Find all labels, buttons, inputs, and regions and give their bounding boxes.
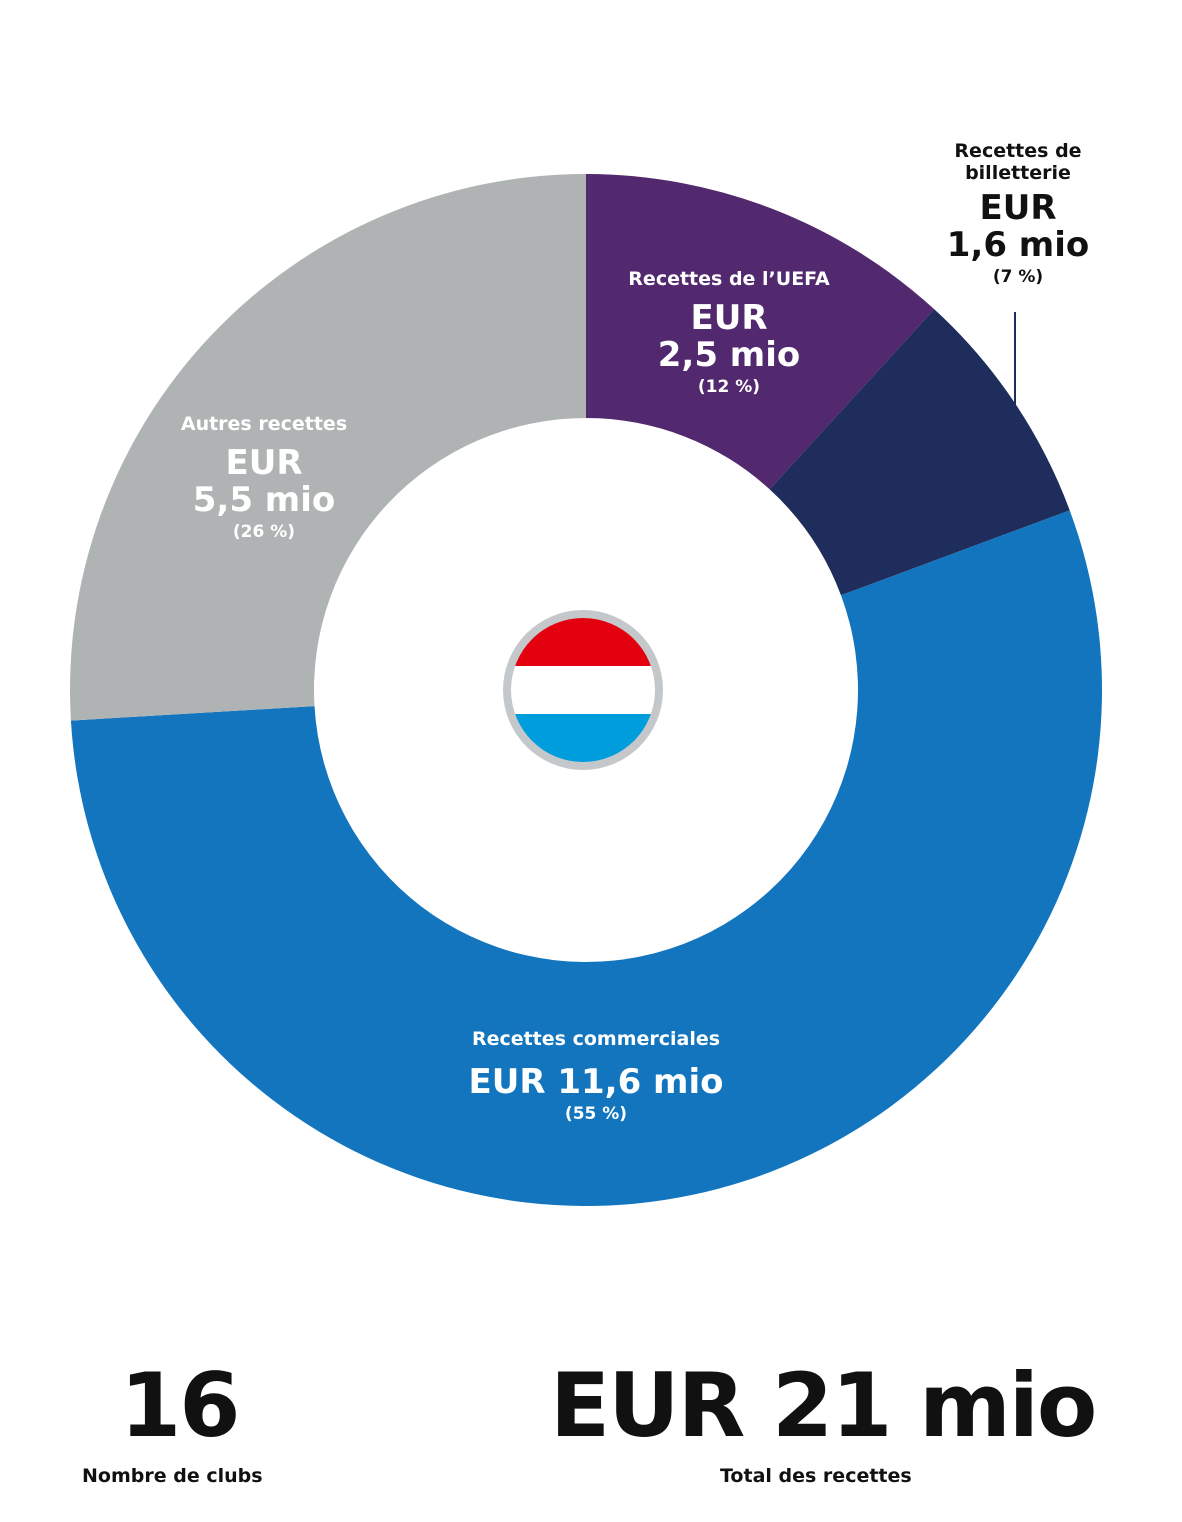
other-currency: EUR	[225, 443, 303, 483]
other-amount: 5,5 mio	[192, 480, 336, 520]
slice-label-commercial: Recettes commerciales EUR 11,6 mio (55 %…	[468, 1028, 723, 1124]
luxembourg-flag-icon	[503, 610, 663, 770]
uefa-amount: 2,5 mio	[657, 335, 801, 375]
tickets-amount: 1,6 mio	[946, 225, 1090, 265]
slice-label-other: Autres recettes EUR 5,5 mio (26 %)	[181, 413, 347, 542]
clubs-count: 16	[120, 1354, 240, 1457]
tickets-name-line2: billetterie	[965, 162, 1071, 184]
uefa-name: Recettes de l’UEFA	[628, 268, 830, 290]
uefa-currency: EUR	[690, 298, 768, 338]
slice-label-uefa: Recettes de l’UEFA EUR 2,5 mio (12 %)	[628, 268, 829, 397]
tickets-currency: EUR	[979, 188, 1057, 228]
slice-tickets	[769, 309, 1070, 596]
slice-uefa	[586, 174, 935, 490]
tickets-percent: (7 %)	[992, 267, 1044, 287]
slice-label-tickets: Recettes de billetterie EUR 1,6 mio (7 %…	[947, 140, 1090, 287]
commercial-percent: (55 %)	[564, 1104, 628, 1124]
commercial-name: Recettes commerciales	[471, 1028, 721, 1050]
uefa-percent: (12 %)	[697, 377, 761, 397]
commercial-amount: EUR 11,6 mio	[468, 1062, 724, 1102]
other-percent: (26 %)	[232, 522, 296, 542]
total-revenue: EUR 21 mio	[550, 1354, 1097, 1457]
total-caption: Total des recettes	[720, 1465, 912, 1487]
clubs-caption: Nombre de clubs	[82, 1465, 263, 1487]
slice-commercial	[70, 510, 1102, 1207]
other-name: Autres recettes	[180, 413, 348, 435]
tickets-name-line1: Recettes de	[954, 140, 1082, 162]
slice-other	[69, 174, 586, 721]
